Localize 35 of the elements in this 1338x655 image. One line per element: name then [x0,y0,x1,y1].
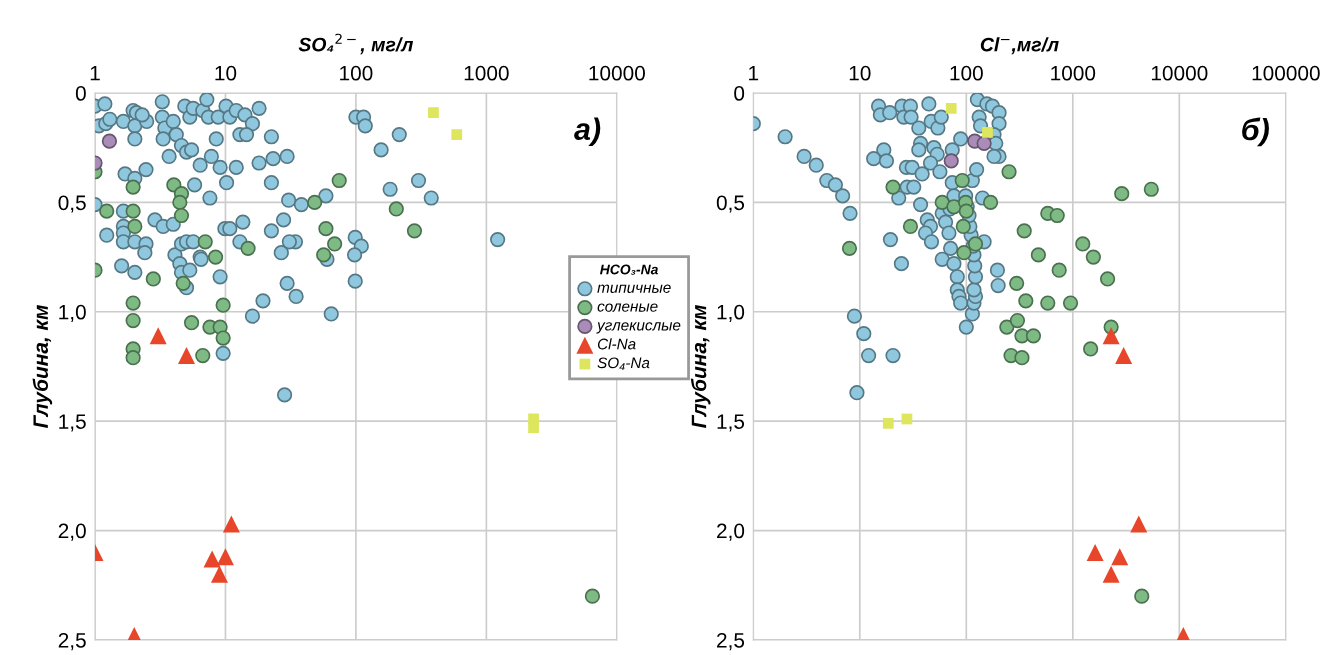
y-tick-label: 1,0 [59,304,86,322]
legend-label: углекислые [596,322,681,334]
y-tick-label: 2,0 [58,523,86,541]
annotation: б) [1242,117,1269,147]
x-tick-label: 1000 [1051,65,1096,81]
x-tick-label: 100000 [1252,65,1320,81]
x-tick-label: 1 [90,66,100,81]
x-tick-label: 10000 [589,65,645,81]
y-tick-label: 1,5 [717,414,745,432]
x-tick-label: 1 [749,66,759,81]
x-tick-label: 1000 [464,65,509,81]
legend-label: типичные [597,284,671,293]
y-tick-label: 1,0 [717,304,745,322]
legend-title: HCO₃-Na [600,264,658,275]
y-axis-title: Глубина, км [690,304,711,429]
x-axis-title: SO₄$^{2−}$, мг/л [298,33,414,55]
legend-label: SO₄-Na [597,357,650,370]
x-tick-label: 10 [215,65,237,81]
y-tick-label: 0 [734,86,745,101]
y-tick-label: 2,5 [717,632,745,651]
y-tick-label: 2,5 [58,632,86,651]
x-tick-label: 10 [849,65,871,81]
y-tick-label: 1,5 [59,414,86,432]
y-tick-label: 0,5 [58,195,86,213]
x-axis-title: Cl$^{−}$,мг/л [980,37,1059,55]
x-tick-label: 10000 [1151,65,1208,81]
y-axis-title: Глубина, км [32,304,53,429]
y-tick-label: 0,5 [716,195,745,213]
x-tick-label: 100 [340,65,373,81]
x-tick-label: 100 [950,65,983,81]
annotation: а) [574,117,601,147]
legend-label: соленые [597,303,658,312]
y-tick-label: 2,0 [717,523,745,541]
legend-label: Cl-Na [597,338,636,350]
y-tick-label: 0 [75,86,86,101]
